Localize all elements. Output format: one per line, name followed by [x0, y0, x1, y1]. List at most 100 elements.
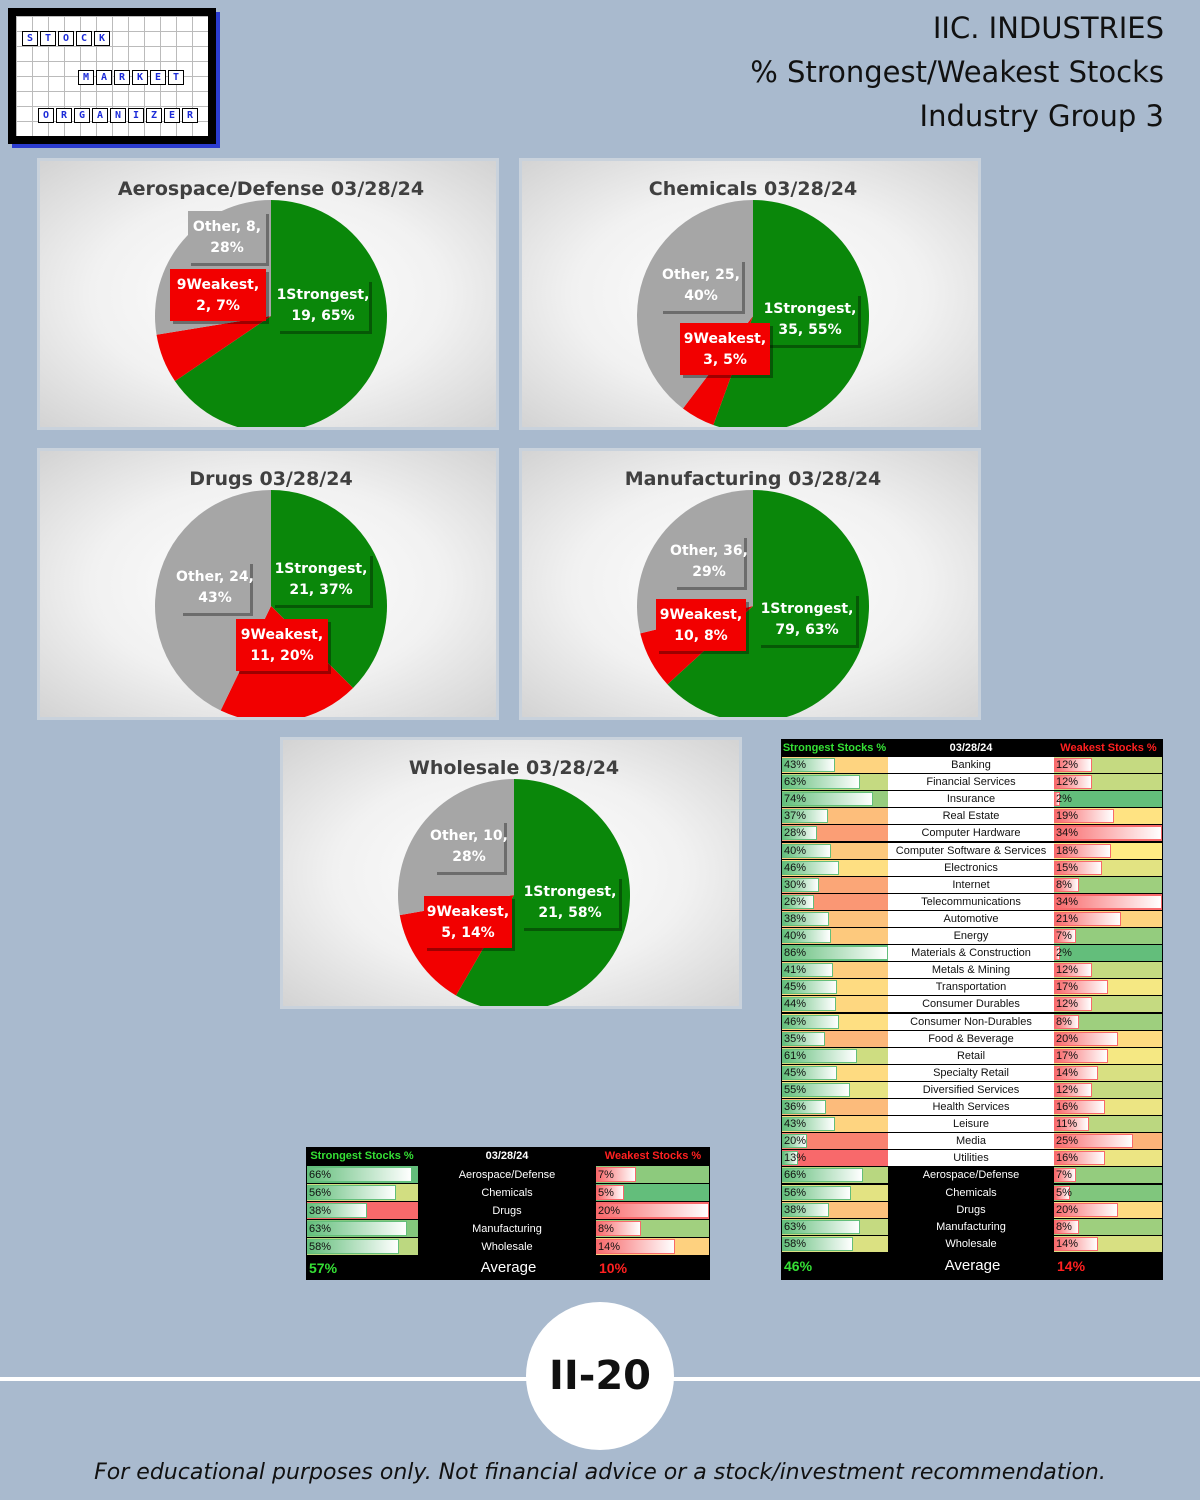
table-row: 35% Food & Beverage 20% — [781, 1030, 1163, 1047]
strongest-data-bar — [782, 877, 819, 892]
weakest-percent: 5% — [598, 1186, 614, 1199]
header-group-title: Industry Group 3 — [919, 99, 1164, 133]
industry-name: Insurance — [946, 793, 996, 806]
table-row: 56% Chemicals 5% — [781, 1184, 1163, 1201]
industry-name-cell: Financial Services — [888, 774, 1054, 791]
industry-name-cell: Real Estate — [888, 808, 1054, 825]
weakest-cell: 14% — [1054, 1064, 1162, 1081]
strongest-cell: 63% — [307, 1220, 418, 1237]
strongest-percent: 41% — [784, 964, 807, 977]
pie-label-text: 43% — [198, 590, 232, 606]
logo-letter: Z — [146, 108, 162, 123]
table-row: 28% Computer Hardware 34% — [781, 824, 1163, 842]
pie-data-label: 9Weakest, 10, 8% — [656, 599, 749, 654]
pie-label-text: 35, 55% — [778, 322, 841, 338]
pie-data-label: Other, 24, 43% — [176, 561, 254, 616]
weakest-data-bar — [1054, 1202, 1118, 1217]
strongest-percent: 38% — [784, 912, 807, 925]
logo-letter: O — [58, 31, 74, 46]
weakest-cell: 8% — [1054, 1218, 1162, 1235]
table-row: 46% Consumer Non-Durables 8% — [781, 1013, 1163, 1030]
strongest-percent: 74% — [784, 793, 807, 806]
strongest-data-bar — [782, 894, 814, 909]
strongest-data-bar — [782, 1202, 829, 1217]
industry-name-cell: Aerospace/Defense — [418, 1166, 596, 1183]
strongest-data-bar — [782, 1134, 807, 1149]
pie-chart-aerospace-defense: Aerospace/Defense 03/28/24 1Strongest, 19,… — [37, 158, 499, 430]
strongest-data-bar — [782, 929, 831, 944]
industry-name-cell: Banking — [888, 757, 1054, 774]
weakest-data-bar — [1054, 911, 1121, 926]
strongest-cell: 45% — [782, 1064, 888, 1081]
pie-data-label: 9Weakest, 5, 14% — [424, 896, 515, 951]
weakest-percent: 16% — [1056, 1101, 1079, 1114]
industry-name: Manufacturing — [472, 1222, 542, 1235]
pie-label-text: 19, 65% — [291, 308, 354, 324]
industry-name-cell: Aerospace/Defense — [888, 1167, 1054, 1184]
weakest-cell: 17% — [1054, 1047, 1162, 1064]
weakest-data-bar — [1054, 1236, 1098, 1251]
weakest-data-bar — [1054, 1014, 1079, 1029]
pie-label-text: 2, 7% — [196, 298, 240, 314]
strongest-data-bar — [307, 1221, 407, 1236]
industry-name-cell: Food & Beverage — [888, 1030, 1054, 1047]
weakest-percent: 8% — [1056, 878, 1072, 891]
strongest-cell: 46% — [782, 1013, 888, 1030]
weakest-percent: 17% — [1056, 981, 1079, 994]
logo-letter: M — [78, 70, 94, 85]
weakest-data-bar — [1054, 809, 1114, 824]
weakest-percent: 5% — [1056, 1186, 1072, 1199]
table-header-date: 03/28/24 — [949, 741, 993, 754]
pie-label-text: 9Weakest, — [177, 277, 259, 293]
weakest-data-bar — [1054, 877, 1079, 892]
weakest-percent: 17% — [1056, 1049, 1079, 1062]
weakest-cell: 25% — [1054, 1133, 1162, 1150]
weakest-percent: 12% — [1056, 759, 1079, 772]
weakest-data-bar — [1054, 1134, 1133, 1149]
pie-label-text: 1Strongest, — [524, 884, 617, 900]
strongest-cell: 63% — [782, 774, 888, 791]
weakest-cell: 20% — [596, 1202, 709, 1219]
weakest-data-bar — [1054, 1168, 1076, 1183]
table-header-weakest: Weakest Stocks % — [604, 1150, 702, 1162]
pie-chart-title: Manufacturing 03/28/24 — [625, 468, 882, 490]
pie-label-text: Other, 25, — [662, 267, 740, 283]
strongest-percent: 43% — [784, 1118, 807, 1131]
industry-name-cell: Insurance — [888, 791, 1054, 808]
weakest-cell: 8% — [1054, 876, 1162, 893]
average-weakest: 14% — [1057, 1257, 1086, 1274]
strongest-percent: 66% — [309, 1168, 332, 1181]
strongest-data-bar — [782, 1048, 857, 1063]
strongest-percent: 20% — [784, 1135, 807, 1148]
table-row: 56% Chemicals 5% — [306, 1183, 710, 1201]
industry-name: Telecommunications — [921, 895, 1021, 908]
pie-data-label: 9Weakest, 2, 7% — [170, 269, 269, 324]
pie-label-text: 79, 63% — [775, 622, 838, 638]
industry-name: Food & Beverage — [928, 1032, 1014, 1045]
industry-name: Wholesale — [945, 1237, 997, 1250]
weakest-cell: 15% — [1054, 859, 1162, 876]
strongest-percent: 56% — [309, 1186, 332, 1199]
industry-name: Aerospace/Defense — [922, 1169, 1020, 1182]
average-strongest: 57% — [309, 1259, 338, 1276]
weakest-data-bar — [1054, 894, 1162, 909]
header-subtitle: % Strongest/Weakest Stocks — [750, 55, 1164, 89]
industry-name: Internet — [952, 878, 990, 891]
strongest-data-bar — [782, 997, 836, 1012]
weakest-percent: 7% — [1056, 930, 1072, 943]
industry-name: Media — [956, 1135, 986, 1148]
weakest-percent: 12% — [1056, 1083, 1079, 1096]
industry-name-cell: Chemicals — [888, 1184, 1054, 1201]
industry-name: Electronics — [944, 861, 998, 874]
pie-label-text: Other, 24, — [176, 569, 254, 585]
logo-letter: G — [74, 108, 90, 123]
logo-letter: R — [56, 108, 72, 123]
pie-label-text: 21, 58% — [538, 905, 601, 921]
weakest-cell: 8% — [596, 1220, 709, 1237]
strongest-data-bar — [782, 1168, 863, 1183]
industry-name: Leisure — [952, 1118, 990, 1131]
strongest-percent: 37% — [784, 810, 807, 823]
industry-name-cell: Computer Hardware — [888, 825, 1054, 842]
weakest-percent: 34% — [1056, 895, 1079, 908]
